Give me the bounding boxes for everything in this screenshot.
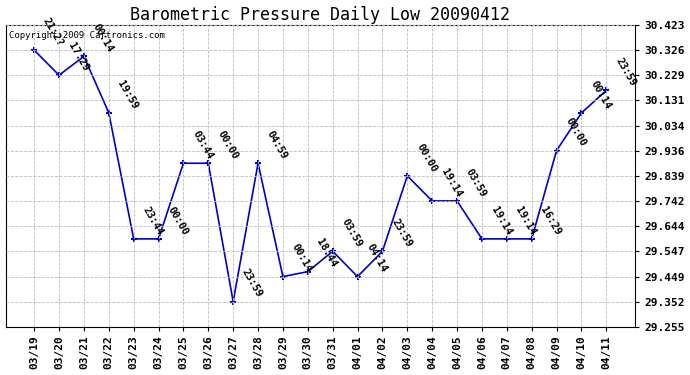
Text: 00:00: 00:00 [414,142,439,174]
Text: 03:59: 03:59 [464,167,489,199]
Text: 18:44: 18:44 [315,237,339,270]
Text: 19:14: 19:14 [514,205,538,237]
Text: 00:00: 00:00 [215,129,239,161]
Text: 04:59: 04:59 [265,129,289,161]
Text: 23:44: 23:44 [141,205,165,237]
Text: 16:29: 16:29 [539,205,563,237]
Text: 23:59: 23:59 [613,56,638,88]
Title: Barometric Pressure Daily Low 20090412: Barometric Pressure Daily Low 20090412 [130,6,510,24]
Text: 21:2?: 21:2? [41,16,66,48]
Text: Copyright 2009 Cartronics.com: Copyright 2009 Cartronics.com [9,31,165,40]
Text: 00:14: 00:14 [589,79,613,111]
Text: 03:44: 03:44 [190,129,215,161]
Text: 00:14: 00:14 [290,242,314,274]
Text: 03:59: 03:59 [339,217,364,249]
Text: 00:14: 00:14 [91,22,115,54]
Text: 19:14: 19:14 [489,205,513,237]
Text: 00:00: 00:00 [166,205,190,237]
Text: 00:00: 00:00 [564,116,588,148]
Text: 23:59: 23:59 [389,217,414,249]
Text: 19:59: 19:59 [116,79,140,111]
Text: 04:14: 04:14 [364,242,388,274]
Text: 17:29: 17:29 [66,41,90,73]
Text: 19:14: 19:14 [439,167,464,199]
Text: 23:59: 23:59 [240,267,264,300]
